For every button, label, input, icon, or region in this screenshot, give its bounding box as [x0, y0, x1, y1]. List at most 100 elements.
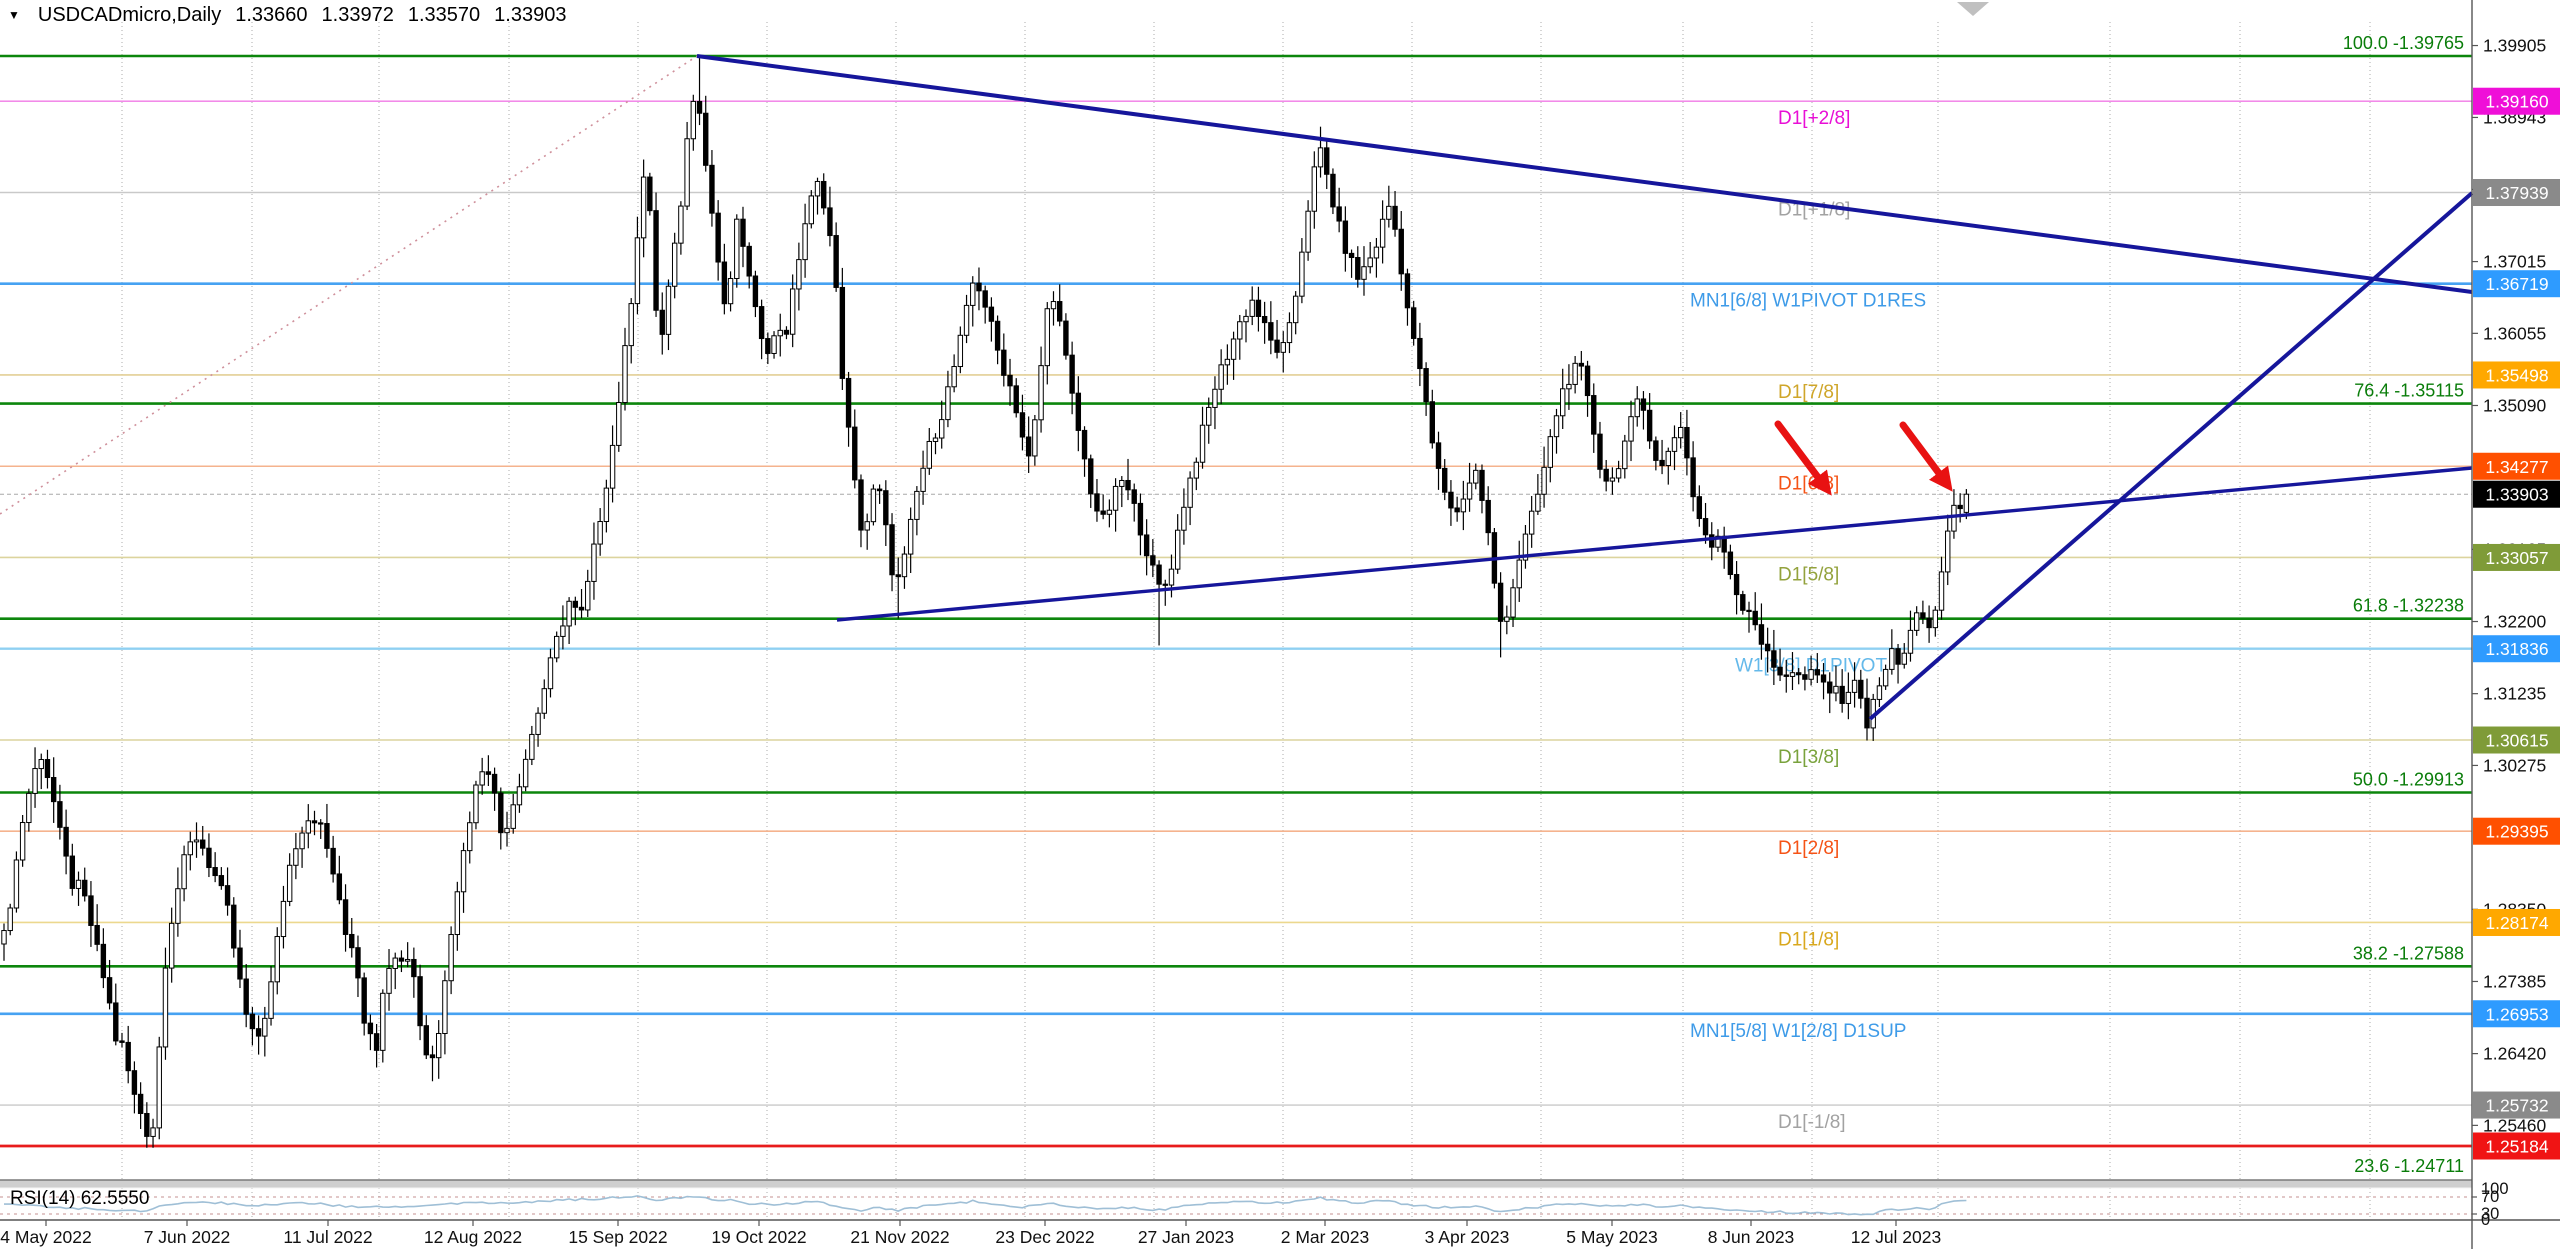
candle-body [889, 524, 895, 576]
candle-body [634, 237, 641, 305]
candle-body [1907, 629, 1914, 654]
candle-body [144, 1112, 150, 1137]
candle-body [1659, 459, 1665, 467]
candle-body [200, 839, 206, 849]
price-level-badge-value: 1.31836 [2485, 639, 2548, 659]
candle-body [436, 1032, 442, 1059]
price-tick-label: 1.35090 [2483, 395, 2547, 415]
candle-body [1311, 166, 1318, 212]
candle-body [1727, 551, 1734, 576]
price-tick-label: 1.30275 [2483, 755, 2546, 775]
candle-body [1535, 493, 1541, 512]
symbol-dropdown-icon[interactable]: ▼ [8, 8, 20, 22]
candle-body [1895, 648, 1901, 665]
candle-body [1342, 220, 1349, 254]
candle-body [1473, 469, 1479, 484]
price-level-badge [2473, 87, 2560, 115]
candle-body [1274, 339, 1280, 353]
candle-body [789, 288, 796, 335]
candle-body [1802, 674, 1808, 680]
candle-body [454, 891, 461, 936]
candle-body [808, 195, 814, 225]
candle-body [311, 820, 318, 824]
candle-body [75, 879, 82, 889]
candle-body [659, 309, 665, 335]
candle-body [318, 822, 324, 825]
candle-body [411, 958, 417, 978]
candle-body [609, 444, 616, 489]
gentle-ascending-support-trendline[interactable] [836, 466, 2473, 622]
candle-body [1410, 307, 1417, 339]
candle-body [156, 1046, 162, 1129]
candle-body [1951, 504, 1957, 532]
rsi-scale-label: 70 [2481, 1188, 2499, 1206]
candle-body [1050, 301, 1057, 310]
candle-body [970, 282, 976, 306]
candle-body [1740, 594, 1746, 611]
quote-open: 1.33660 [235, 3, 308, 26]
candle-body [1324, 147, 1330, 175]
candle-body [1181, 506, 1187, 531]
price-level-badge [2473, 480, 2560, 508]
candle-body [1709, 534, 1715, 548]
date-tick-label: 12 Jul 2023 [1851, 1227, 1942, 1247]
candle-body [193, 839, 200, 843]
candle-body [833, 235, 839, 288]
candle-body [1963, 493, 1970, 513]
murrey-level-label: D1[1/8] [1778, 929, 1839, 950]
candle-body [1305, 210, 1311, 253]
candle-body [212, 867, 218, 877]
date-tick-label: 27 Jan 2023 [1138, 1227, 1234, 1247]
murrey-level-label: D1[6/8] [1778, 473, 1839, 494]
candle-body [1299, 251, 1305, 297]
candle-body [1230, 338, 1237, 360]
candle-body [262, 1017, 268, 1037]
descending-resistance-trendline[interactable] [696, 54, 2473, 294]
candle-body [845, 377, 852, 428]
candle-body [1795, 672, 1802, 676]
candle-body [1336, 206, 1342, 222]
candle-body [1528, 510, 1535, 535]
candle-body [1162, 583, 1168, 586]
price-level-badge-value: 1.33903 [2485, 485, 2548, 505]
candle-body [44, 759, 51, 779]
candle-body [1442, 467, 1448, 493]
candle-body [1292, 295, 1299, 324]
candle-body [423, 1025, 429, 1056]
candle-body [69, 855, 76, 889]
candle-body [1702, 518, 1709, 536]
candle-body [665, 285, 672, 335]
pane-separator[interactable] [0, 1180, 2472, 1188]
candle-body [1392, 205, 1398, 230]
candle-body [1243, 315, 1249, 323]
candle-body [1137, 502, 1144, 536]
candle-body [827, 207, 833, 237]
chart-shift-triangle-icon[interactable] [1957, 2, 1989, 16]
candle-body [26, 792, 32, 824]
candle-body [1479, 469, 1485, 501]
candle-body [647, 176, 653, 212]
candle-body [82, 879, 88, 897]
candle-body [1591, 395, 1597, 435]
fibonacci-level-label: 76.4 -1.35115 [2354, 381, 2464, 401]
candle-body [752, 275, 759, 308]
candle-body [1615, 468, 1622, 479]
candle-body [572, 600, 579, 608]
candle-body [1783, 674, 1789, 677]
candle-body [914, 490, 920, 520]
candle-body [1584, 365, 1591, 397]
annotation-arrow[interactable] [1899, 421, 1953, 492]
candle-body [349, 933, 355, 949]
candle-body [547, 657, 554, 690]
candle-body [131, 1070, 138, 1095]
annotation-arrow[interactable] [1774, 420, 1832, 496]
date-tick-label: 3 Apr 2023 [1425, 1227, 1510, 1247]
steep-ascending-support-trendline[interactable] [1868, 191, 2474, 721]
candle-body [1460, 498, 1467, 513]
candle-body [1218, 364, 1224, 390]
candle-body [448, 934, 454, 982]
candle-body [1814, 669, 1821, 676]
candle-body [206, 847, 212, 869]
candle-body [907, 518, 914, 555]
